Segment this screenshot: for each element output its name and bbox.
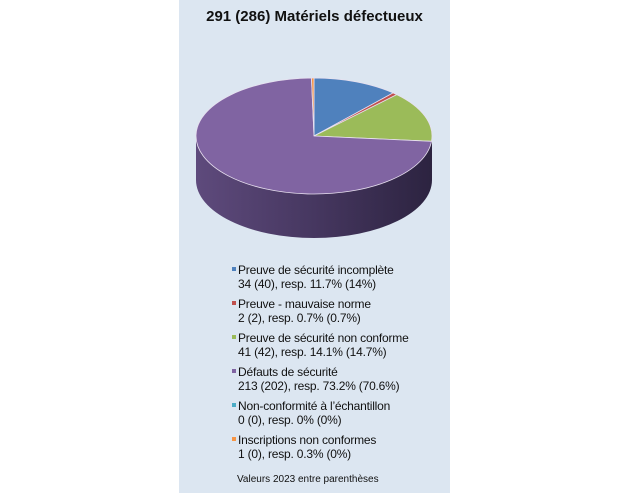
legend-label: Défauts de sécurité (238, 365, 338, 379)
legend-detail: 41 (42), resp. 14.1% (14.7%) (238, 345, 387, 359)
legend-item: Preuve - mauvaise norme 2 (2), resp. 0.7%… (232, 297, 409, 331)
legend-item: Défauts de sécurité 213 (202), resp. 73.2… (232, 365, 409, 399)
legend-marker (232, 369, 236, 373)
pie-slice-5 (311, 77, 315, 137)
legend-label: Preuve de sécurité non conforme (238, 331, 409, 345)
legend-marker (232, 437, 236, 441)
legend-label: Preuve de sécurité incomplète (238, 263, 394, 277)
legend-detail: 34 (40), resp. 11.7% (14%) (238, 277, 376, 291)
legend-item: Inscriptions non conformes 1 (0), resp. 0… (232, 433, 409, 467)
legend-detail: 2 (2), resp. 0.7% (0.7%) (238, 311, 361, 325)
legend-item: Non-conformité à l’échantillon 0 (0), res… (232, 399, 409, 433)
legend-label: Inscriptions non conformes (238, 433, 377, 447)
pie-slice-2 (312, 94, 433, 142)
legend-marker (232, 267, 236, 271)
footnote: Valeurs 2023 entre parenthèses (237, 474, 379, 485)
legend-item: Preuve de sécurité incomplète 34 (40), re… (232, 263, 409, 297)
legend-item: Preuve de sécurité non conforme 41 (42), … (232, 331, 409, 365)
legend-detail: 0 (0), resp. 0% (0%) (238, 413, 342, 427)
legend: Preuve de sécurité incomplète 34 (40), re… (232, 263, 409, 467)
legend-detail: 213 (202), resp. 73.2% (70.6%) (238, 379, 400, 393)
legend-marker (232, 403, 236, 407)
chart-panel: 291 (286) Matériels défectueux Preuve de… (179, 0, 450, 493)
legend-marker (232, 301, 236, 305)
legend-label: Non-conformité à l’échantillon (238, 399, 391, 413)
legend-detail: 1 (0), resp. 0.3% (0%) (238, 447, 351, 461)
pie-side-wall (196, 136, 432, 238)
chart-title: 291 (286) Matériels défectueux (206, 8, 423, 25)
legend-marker (232, 335, 236, 339)
pie-chart (195, 77, 433, 238)
pie-slice-0 (313, 77, 394, 137)
legend-label: Preuve - mauvaise norme (238, 297, 371, 311)
